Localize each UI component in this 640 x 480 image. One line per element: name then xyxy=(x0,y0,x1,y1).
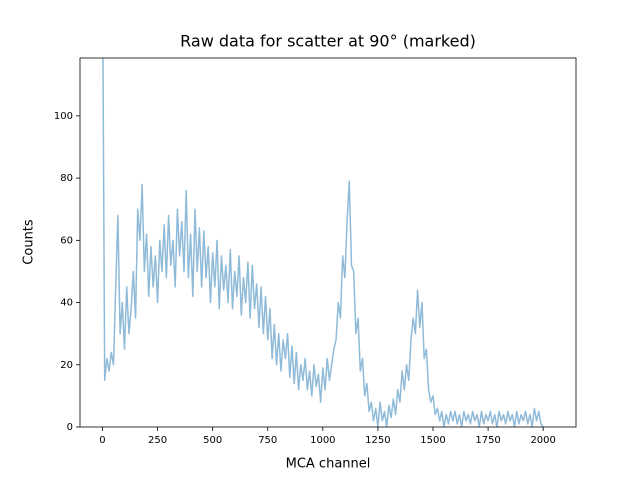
y-tick-label: 0 xyxy=(67,422,73,433)
y-tick-label: 100 xyxy=(54,111,73,122)
y-tick-label: 60 xyxy=(60,235,73,246)
x-tick-label: 750 xyxy=(258,435,277,446)
chart-title: Raw data for scatter at 90° (marked) xyxy=(180,32,476,51)
y-axis-label: Counts xyxy=(22,219,37,265)
plot-area xyxy=(102,58,544,427)
x-tick-label: 500 xyxy=(203,435,222,446)
plot-frame xyxy=(79,57,577,428)
y-tick-label: 80 xyxy=(60,173,73,184)
x-tick-label: 250 xyxy=(148,435,167,446)
y-tick-label: 40 xyxy=(60,298,73,309)
x-axis-label: MCA channel xyxy=(286,457,371,472)
x-tick-label: 1250 xyxy=(365,435,390,446)
y-tick-label: 20 xyxy=(60,360,73,371)
x-tick-label: 1750 xyxy=(475,435,500,446)
x-tick-label: 1000 xyxy=(310,435,335,446)
data-line xyxy=(102,58,544,427)
x-tick-label: 2000 xyxy=(530,435,555,446)
x-tick-label: 0 xyxy=(99,435,105,446)
x-tick-label: 1500 xyxy=(420,435,445,446)
